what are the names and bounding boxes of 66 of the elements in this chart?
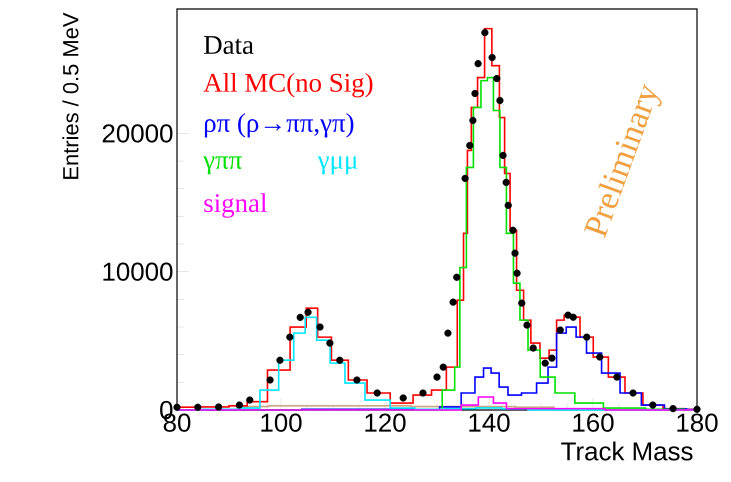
point	[542, 360, 549, 367]
point	[570, 314, 577, 321]
point	[336, 356, 344, 364]
point	[374, 389, 381, 397]
x-tick-label: 100	[261, 414, 302, 432]
point	[215, 403, 222, 411]
x-tick-label: 120	[365, 414, 406, 432]
point	[316, 323, 324, 331]
point	[499, 152, 507, 160]
point	[488, 54, 496, 62]
point	[509, 226, 517, 234]
text: ρπ (ρ→ππ,γπ)	[204, 113, 354, 138]
point	[444, 330, 452, 337]
x-tick-label: 180	[677, 414, 718, 432]
x-axis-title: Track Mass	[561, 442, 693, 461]
point	[353, 376, 361, 384]
point	[433, 373, 441, 381]
x-tick-label: 160	[573, 414, 614, 432]
point	[276, 356, 284, 364]
point	[266, 376, 274, 384]
point	[236, 401, 243, 409]
point	[453, 274, 460, 281]
point	[440, 364, 447, 371]
y-tick-label: 10000	[103, 262, 172, 281]
point	[469, 116, 476, 124]
point	[194, 404, 202, 411]
y-axis-title: Entries / 0.5 MeV	[62, 12, 78, 179]
point	[400, 394, 407, 402]
point	[548, 354, 556, 362]
x-tick-label: 140	[469, 414, 510, 432]
point	[461, 174, 469, 182]
point	[523, 321, 531, 329]
point	[556, 326, 564, 334]
point	[493, 74, 500, 82]
point	[530, 344, 537, 352]
point	[504, 202, 512, 209]
point	[693, 406, 701, 413]
point	[496, 96, 504, 104]
point	[513, 270, 521, 277]
point	[629, 389, 637, 397]
y-tick-label: 20000	[102, 124, 172, 143]
point	[471, 90, 479, 98]
point	[286, 334, 294, 341]
text: γμμ	[318, 156, 358, 174]
point	[326, 339, 334, 347]
point	[481, 29, 488, 36]
point	[173, 404, 181, 411]
point	[669, 405, 677, 412]
point	[466, 142, 474, 150]
point	[518, 300, 526, 307]
point	[304, 308, 312, 316]
point	[613, 373, 621, 381]
point	[246, 396, 254, 404]
point	[511, 250, 519, 257]
point	[583, 334, 590, 341]
point	[296, 314, 304, 321]
point	[474, 60, 482, 68]
point	[596, 353, 604, 361]
point	[419, 389, 427, 397]
text: signal	[204, 193, 267, 218]
text: γππ	[203, 156, 242, 174]
point	[502, 178, 510, 186]
point	[649, 401, 656, 409]
point	[450, 298, 457, 306]
text: All MC(no Sig)	[203, 72, 372, 98]
text: Data	[204, 36, 254, 54]
